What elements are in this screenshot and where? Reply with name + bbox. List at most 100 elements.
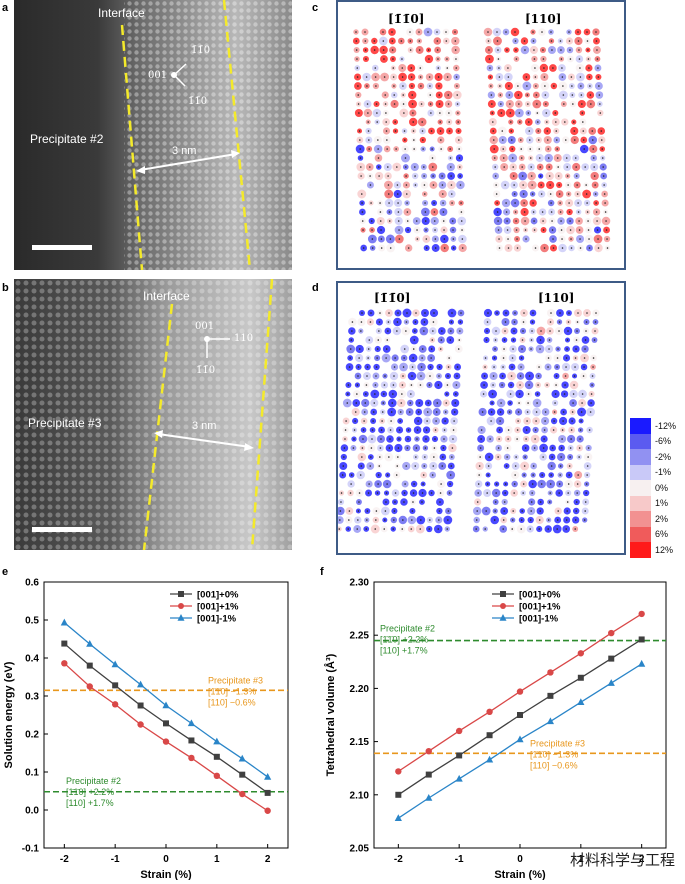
atom-dot <box>514 211 517 213</box>
atom-dot <box>421 492 424 494</box>
atom-dot <box>537 139 540 141</box>
atom-dot <box>448 112 450 114</box>
atom-dot <box>592 366 594 368</box>
atom-dot <box>514 31 516 33</box>
atom-dot <box>556 148 559 150</box>
chart-e: -2 -1 0 1 2 -0.1 0.0 0.1 0.2 0.3 0.4 0.5 0.6 Strain (… <box>0 570 320 880</box>
atom-dot <box>577 202 579 204</box>
atom-dot <box>515 220 517 222</box>
atom-dot <box>388 456 390 458</box>
atom-dot <box>548 175 551 177</box>
atom-dot <box>561 429 564 431</box>
atom-dot <box>507 438 509 440</box>
data-point <box>395 768 402 775</box>
x-tick-label: 0 <box>163 854 169 865</box>
atom-dot <box>429 366 432 368</box>
atom-dot <box>576 492 578 494</box>
atom-dot <box>559 465 562 467</box>
atom-dot <box>522 193 525 195</box>
atom-dot <box>367 130 370 132</box>
atom-dot <box>578 229 581 231</box>
atom-dot <box>373 402 376 404</box>
atom-dot <box>569 456 571 458</box>
atom-dot <box>492 139 495 141</box>
atom-dot <box>411 510 414 512</box>
atom-dot <box>519 375 522 377</box>
atom-dot <box>367 348 370 350</box>
x-tick-label: -2 <box>60 854 69 865</box>
atom-dot <box>597 238 599 240</box>
atom-dot <box>494 348 496 350</box>
atom-dot <box>484 528 487 530</box>
atom-dot <box>374 384 377 386</box>
atom-dot <box>576 330 578 332</box>
atom-dot <box>460 220 463 222</box>
atom-dot <box>420 375 422 377</box>
atom-dot <box>446 393 448 395</box>
y-tick-label: -0.1 <box>22 844 40 855</box>
colorbar-row: 2% <box>630 511 680 527</box>
atom-dot <box>554 112 557 114</box>
atom-dot <box>567 492 569 494</box>
atom-dot <box>402 519 404 521</box>
atom-dot <box>418 31 420 33</box>
atom-dot <box>366 375 368 377</box>
atom-dot <box>510 139 513 141</box>
atom-dot <box>554 402 556 404</box>
y-tick-label: 0.3 <box>25 692 39 703</box>
atom-dot <box>514 40 517 42</box>
atom-dot <box>574 528 577 530</box>
atom-dot <box>412 492 415 494</box>
atom-dot <box>566 339 569 341</box>
atom-dot <box>523 474 525 476</box>
atom-dot <box>560 456 562 458</box>
atom-dot <box>501 130 504 132</box>
atom-dot <box>493 357 496 359</box>
legend-marker <box>500 603 506 609</box>
atom-dot <box>497 58 500 60</box>
atom-dot <box>565 519 568 521</box>
atom-dot <box>414 175 416 177</box>
data-point <box>264 772 272 780</box>
atom-dot <box>452 229 454 231</box>
atom-dot <box>555 139 558 141</box>
atom-dot <box>601 148 604 150</box>
data-point <box>86 639 94 647</box>
atom-dot <box>376 121 378 123</box>
atom-dot <box>596 229 599 231</box>
colorbar-label: -1% <box>655 467 672 478</box>
atom-dot <box>502 366 504 368</box>
atom-dot <box>415 447 418 449</box>
atom-dot <box>526 420 528 422</box>
atom-dot <box>558 184 560 186</box>
atom-dot <box>386 139 388 141</box>
atom-dot <box>356 528 359 530</box>
atom-dot <box>403 492 406 494</box>
atom-dot <box>547 528 550 530</box>
atom-dot <box>557 166 559 168</box>
atom-dot <box>606 247 609 249</box>
atom-dot <box>532 202 534 204</box>
atom-dot <box>576 184 578 186</box>
atom-dot <box>544 85 546 87</box>
atom-dot <box>588 247 591 249</box>
atom-dot <box>382 40 385 42</box>
axis-up-a: 1̄1̄0 <box>191 45 211 56</box>
atom-dot <box>566 348 568 350</box>
atom-dot <box>377 483 379 485</box>
atom-dot <box>377 157 380 159</box>
atom-dot <box>442 447 445 449</box>
atom-dot <box>541 31 543 33</box>
atom-dot <box>582 375 585 377</box>
atom-dot <box>350 339 353 341</box>
atom-dot <box>505 202 507 204</box>
data-point <box>213 772 221 779</box>
atom-dot <box>523 40 526 42</box>
atom-dot <box>481 411 484 413</box>
atom-dot <box>446 528 449 530</box>
atom-dot <box>507 238 509 240</box>
atom-dot <box>517 94 520 96</box>
legend-marker <box>499 614 507 621</box>
atom-dot <box>355 40 358 42</box>
atom-dot <box>358 357 360 359</box>
